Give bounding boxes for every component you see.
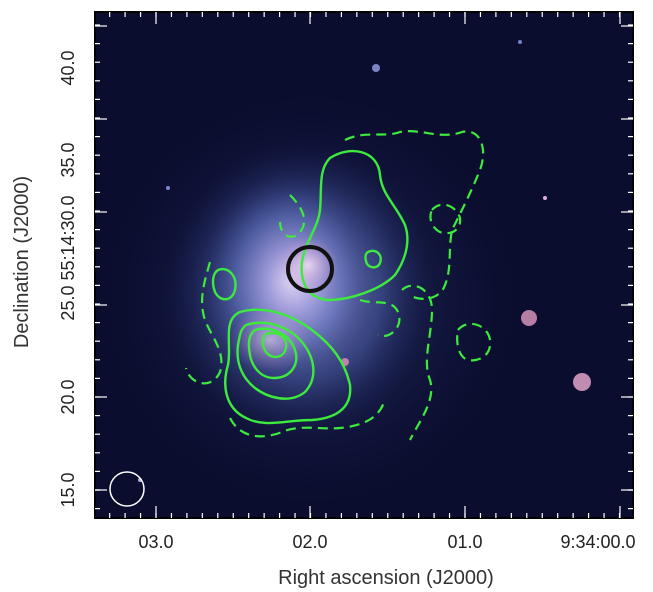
x-tick-label-4: 9:34:00.0 [560, 532, 635, 552]
dashed-contour-south [229, 401, 386, 438]
y-tick-label-4: 35.0 [58, 142, 78, 177]
star-3 [573, 373, 591, 391]
contour-southern-outer [224, 308, 352, 425]
x-tick-label-3: 01.0 [447, 532, 482, 552]
contour-west-blob [211, 267, 237, 301]
dashed-contour-east-2 [401, 284, 434, 441]
y-tick-label-5: 40.0 [58, 50, 78, 85]
y-tick-labels: 15.0 20.0 25.0 55:14:30.0 35.0 40.0 [58, 50, 78, 507]
x-axis-title: Right ascension (J2000) [278, 567, 494, 589]
y-axis-title: Declination (J2000) [11, 176, 33, 348]
dashed-contour-northeast [344, 130, 485, 300]
marker-circle [286, 245, 334, 293]
dashed-contour-east-3 [456, 322, 492, 362]
contour-southern-core [261, 331, 288, 359]
bright-knot-south [230, 308, 310, 372]
contour-southern-mid [236, 321, 315, 400]
star-2 [521, 310, 537, 326]
x-tick-label-1: 03.0 [138, 532, 173, 552]
star-1 [372, 64, 380, 72]
star-4 [543, 196, 547, 200]
contour-small-blob [364, 249, 382, 269]
dashed-contour-east-1 [429, 203, 462, 235]
contour-northern-lobe [300, 149, 409, 302]
y-tick-label-3: 25.0 55:14:30.0 [58, 195, 78, 320]
x-tick-labels: 03.0 02.0 01.0 9:34:00.0 [138, 532, 635, 552]
y-tick-label-1: 15.0 [58, 472, 78, 507]
x-tick-label-2: 02.0 [292, 532, 327, 552]
contour-southern-inner [247, 327, 298, 380]
star-6 [166, 186, 170, 190]
star-8 [518, 40, 522, 44]
dashed-contour-west [184, 261, 223, 385]
contours-negative [184, 130, 492, 441]
y-tick-label-2: 20.0 [58, 379, 78, 414]
beam-circle [109, 471, 145, 507]
minor-ticks [95, 12, 633, 518]
plot-frame [94, 11, 634, 519]
image-panel [95, 12, 633, 518]
dashed-contour-middle [359, 298, 401, 338]
contours-positive [211, 149, 409, 425]
